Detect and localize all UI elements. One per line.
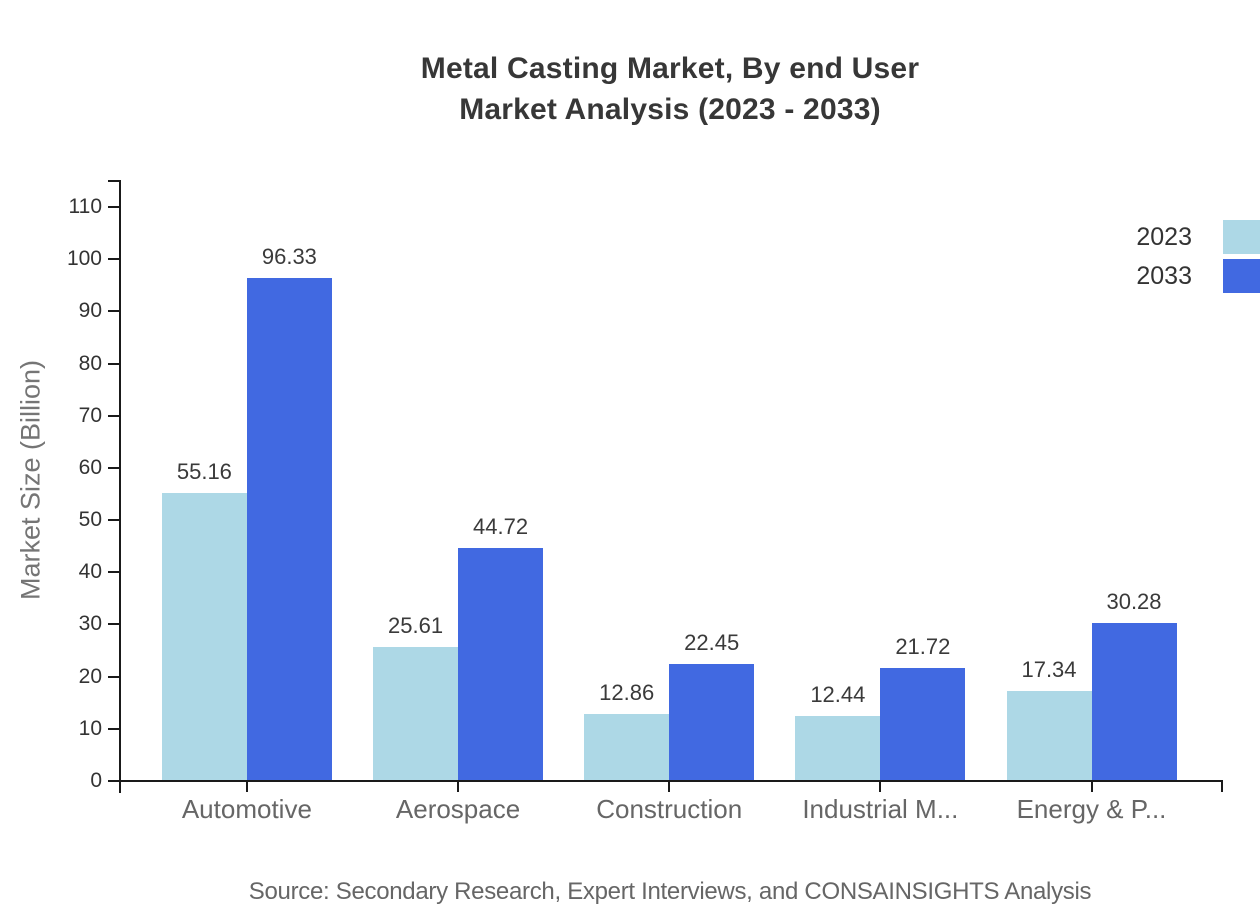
y-tick-label-20: 20 <box>78 664 102 688</box>
bar-2023-aerospace <box>373 647 459 780</box>
value-label-2023-construction: 12.86 <box>599 679 655 705</box>
y-tick-label-80: 80 <box>78 351 102 375</box>
bar-2033-construction <box>669 663 755 780</box>
y-tick-label-50: 50 <box>78 508 102 532</box>
y-tick-80 <box>108 362 120 365</box>
y-tick-label-90: 90 <box>78 299 102 323</box>
y-axis-line <box>119 180 121 793</box>
bar-2023-energy-p- <box>1006 690 1092 780</box>
x-tick-1 <box>457 781 460 792</box>
value-label-2033-construction: 22.45 <box>684 629 740 655</box>
y-tick-30 <box>108 623 120 626</box>
value-label-2033-automotive: 96.33 <box>261 244 317 270</box>
y-tick-label-30: 30 <box>78 612 102 636</box>
x-axis-right-end-tick <box>1221 781 1223 792</box>
category-label-4: Energy & P... <box>1016 794 1167 824</box>
x-tick-4 <box>1090 781 1093 792</box>
legend-label-2023: 2023 <box>1136 223 1192 251</box>
y-tick-70 <box>108 414 120 417</box>
legend-swatch-2023 <box>1223 220 1260 254</box>
category-label-3: Industrial M... <box>802 794 959 824</box>
y-tick-0 <box>108 780 120 782</box>
y-tick-label-10: 10 <box>78 716 102 740</box>
value-label-2033-aerospace: 44.72 <box>473 513 529 539</box>
y-tick-label-70: 70 <box>78 403 102 427</box>
y-tick-60 <box>108 466 120 469</box>
value-label-2033-energy-p-: 30.28 <box>1106 588 1162 614</box>
value-label-2023-automotive: 55.16 <box>176 459 232 485</box>
x-axis-line <box>119 780 1223 782</box>
y-tick-40 <box>108 571 120 574</box>
y-tick-110 <box>108 206 120 208</box>
bar-2033-energy-p- <box>1091 622 1177 780</box>
category-label-0: Automotive <box>181 794 312 824</box>
x-tick-2 <box>668 781 671 792</box>
y-tick-10 <box>108 727 120 730</box>
value-label-2023-aerospace: 25.61 <box>388 613 444 639</box>
y-tick-label-0: 0 <box>90 769 102 792</box>
value-label-2033-industrial-m-: 21.72 <box>895 633 951 659</box>
bar-2023-automotive <box>161 493 247 780</box>
chart-title-line1: Metal Casting Market, By end User <box>420 52 920 85</box>
y-tick-label-40: 40 <box>78 560 102 584</box>
y-tick-90 <box>108 310 120 313</box>
y-tick-50 <box>108 519 120 522</box>
category-label-1: Aerospace <box>395 794 521 824</box>
x-tick-0 <box>245 781 248 792</box>
y-tick-label-100: 100 <box>66 247 102 271</box>
value-label-2023-industrial-m-: 12.44 <box>810 682 866 708</box>
category-label-2: Construction <box>596 794 743 824</box>
bar-2023-construction <box>584 713 670 780</box>
y-tick-label-110: 110 <box>68 195 102 218</box>
chart-title: Metal Casting Market, By end User Market… <box>80 48 1260 130</box>
bar-2033-automotive <box>246 278 332 780</box>
source-attribution: Source: Secondary Research, Expert Inter… <box>248 878 1092 905</box>
bar-2023-industrial-m- <box>795 716 881 780</box>
chart-title-line2: Market Analysis (2023 - 2033) <box>459 93 881 126</box>
y-tick-20 <box>108 675 120 678</box>
legend-swatch-2033 <box>1223 259 1260 293</box>
bar-2033-industrial-m- <box>880 667 966 780</box>
value-label-2023-energy-p-: 17.34 <box>1021 656 1077 682</box>
legend-label-2033: 2033 <box>1136 262 1192 290</box>
y-tick-100 <box>108 258 120 261</box>
y-axis-top-end-tick <box>108 180 121 182</box>
x-tick-3 <box>879 781 882 792</box>
bar-2033-aerospace <box>458 547 544 780</box>
y-tick-label-60: 60 <box>78 455 102 479</box>
